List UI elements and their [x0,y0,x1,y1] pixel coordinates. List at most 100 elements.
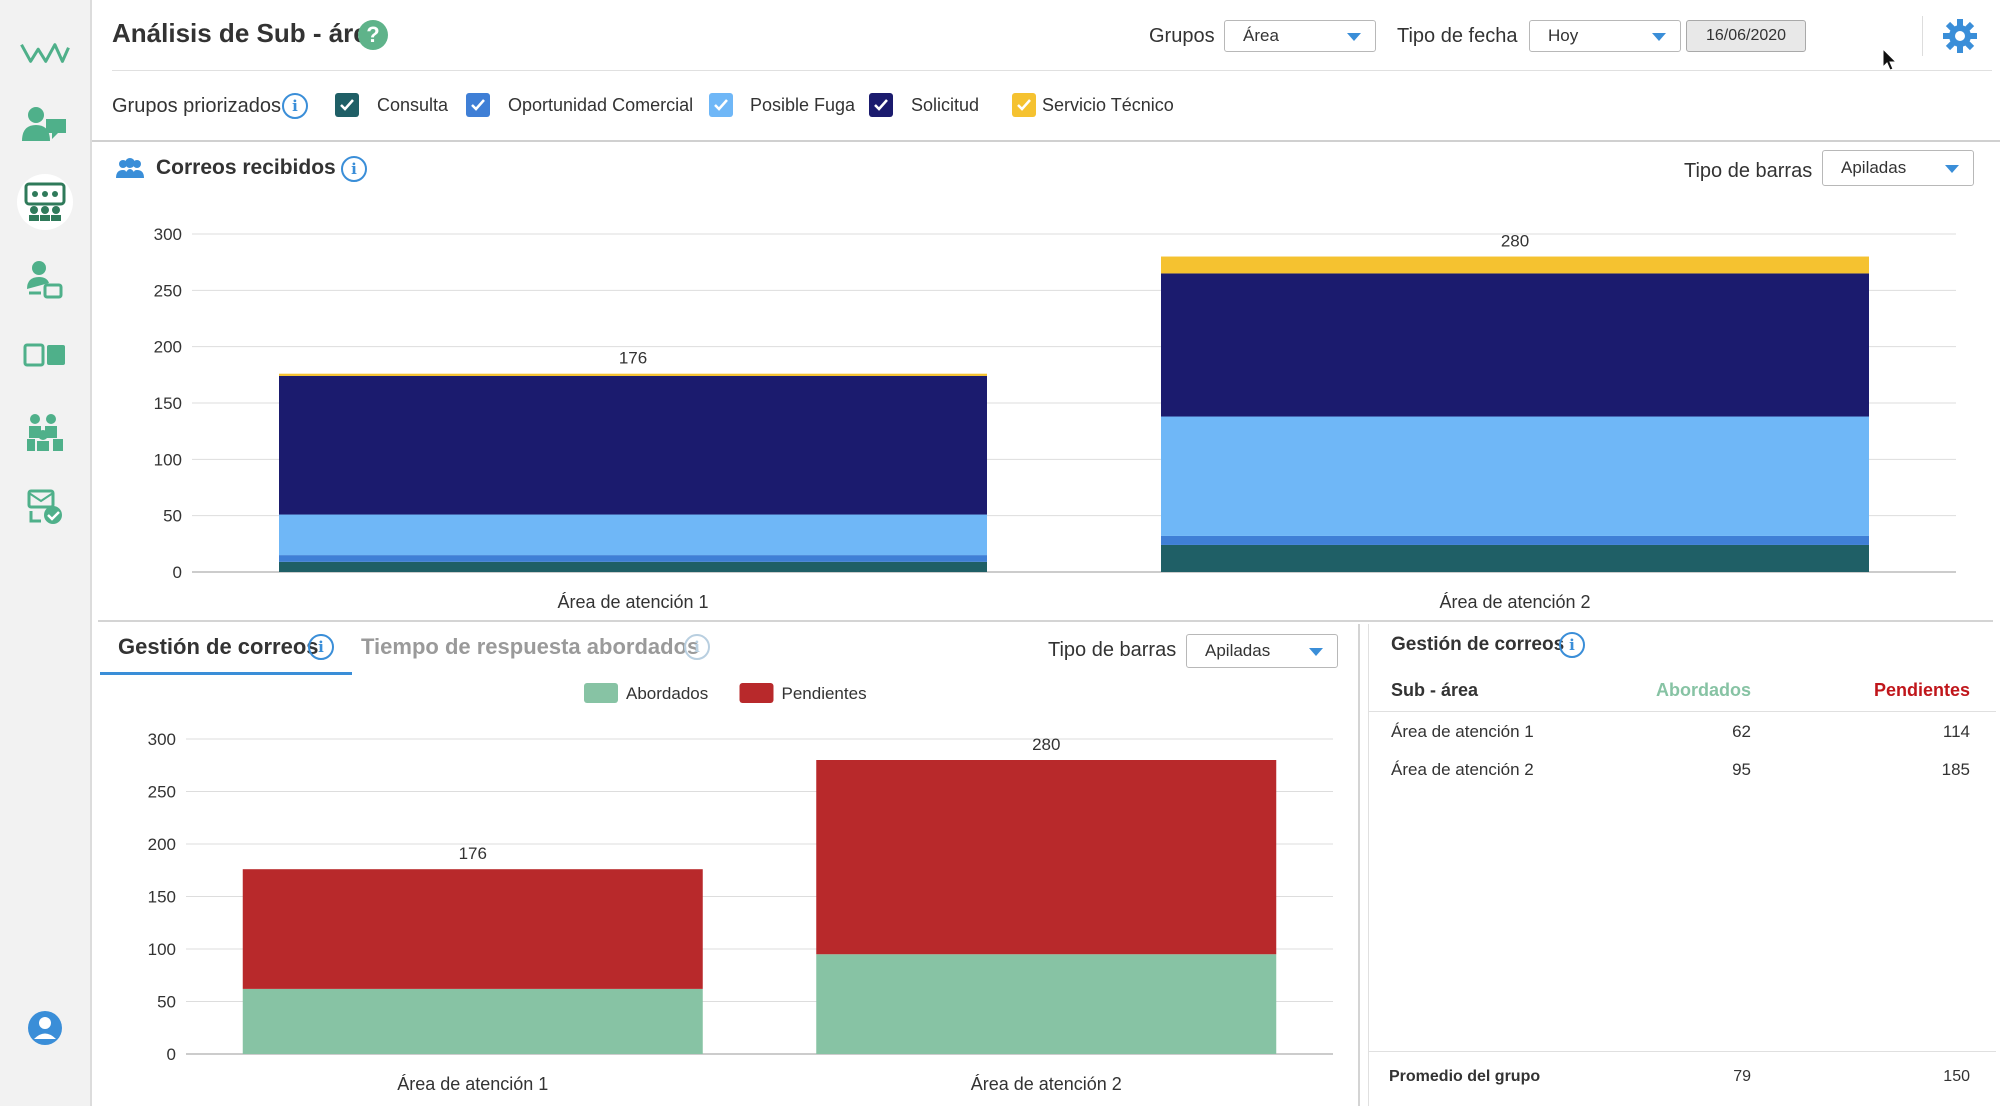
email-management-table-panel: Gestión de correos i Sub - área Abordado… [1368,624,1996,1106]
bar-segment [242,988,703,1054]
chevron-down-icon [1309,648,1323,656]
bar-type-select-value: Apiladas [1205,641,1271,660]
bar-segment [816,954,1277,1054]
footer-abordados: 79 [1733,1068,1751,1085]
chevron-down-icon [1347,33,1361,41]
checkbox-posible-fuga-label: Posible Fuga [750,95,856,115]
bar-segment [816,760,1277,955]
bar-segment [242,869,703,989]
y-tick-label: 50 [157,993,176,1012]
email-management-chart-panel: Gestión de correos i Tiempo de respuesta… [98,624,1360,1106]
tab-email-management[interactable]: Gestión de correos [118,634,319,659]
bar-type-label: Tipo de barras [1048,639,1177,661]
x-category-label: Área de atención 2 [971,1074,1122,1094]
y-tick-label: 0 [173,563,182,582]
bar-total-label: 280 [1501,232,1529,251]
bar-segment [1161,256,1869,274]
y-tick-label: 200 [148,835,176,854]
legend-label: Abordados [626,684,708,703]
info-icon[interactable]: i [684,634,710,660]
header-divider [112,70,1992,71]
help-icon[interactable]: ? [358,20,388,50]
checkbox-solicitud[interactable] [869,93,893,117]
row-subarea: Área de atención 1 [1391,722,1534,741]
checkbox-posible-fuga[interactable] [709,93,733,117]
x-category-label: Área de atención 1 [557,592,708,612]
y-tick-label: 200 [154,338,182,357]
y-tick-label: 250 [148,783,176,802]
email-management-chart: 0 50 100 150 200 250 300 176 Área de atención 1 2… [148,683,1333,1094]
users-chat-icon[interactable] [20,100,70,150]
chevron-down-icon [1652,33,1666,41]
table-header-subarea: Sub - área [1391,680,1479,700]
info-icon[interactable]: i [341,156,367,182]
info-icon[interactable]: i [282,93,308,119]
bar-segment [1161,273,1869,417]
bar-total-label: 280 [1032,735,1060,754]
row-subarea: Área de atención 2 [1391,760,1534,779]
date-field[interactable]: 16/06/2020 [1686,20,1806,52]
wm-logo[interactable] [20,28,70,78]
table-footer-divider [1369,1051,1996,1052]
checkbox-consulta[interactable] [335,93,359,117]
bar-segment [1161,544,1869,572]
header: Análisis de Sub - área ? Grupos Área Tip… [92,0,2000,142]
checkbox-servicio-tecnico-label: Servicio Técnico [1042,95,1174,115]
checkbox-servicio-tecnico[interactable] [1012,93,1036,117]
bar-segment [279,375,987,515]
received-emails-panel: Correos recibidos i Tipo de barras Apila… [98,144,1993,622]
bar-segment [279,555,987,562]
user-transfer-icon[interactable] [20,254,70,304]
table-header-abordados: Abordados [1655,680,1751,700]
chevron-down-icon [1945,165,1959,173]
date-type-label: Tipo de fecha [1397,25,1518,47]
bar-type-select[interactable]: Apiladas [1822,150,1974,186]
legend-swatch [739,683,774,703]
header-separator [1922,16,1923,56]
checkbox-solicitud-label: Solicitud [911,95,980,115]
bar-total-label: 176 [459,844,487,863]
user-profile-icon[interactable] [20,1003,70,1053]
toggle-view-icon[interactable] [20,330,70,380]
y-tick-label: 100 [148,940,176,959]
bar-type-label: Tipo de barras [1684,160,1813,182]
x-category-label: Área de atención 1 [397,1074,548,1094]
checkbox-consulta-label: Consulta [377,95,449,115]
bar-segment [279,561,987,572]
checkbox-oportunidad-comercial[interactable] [466,93,490,117]
groups-icon[interactable] [20,406,70,456]
y-tick-label: 300 [154,225,182,244]
tab-response-time[interactable]: Tiempo de respuesta abordados [361,634,700,659]
legend-label: Pendientes [782,684,867,703]
y-tick-label: 150 [154,394,182,413]
info-icon[interactable]: i [308,634,334,660]
gear-icon[interactable] [1942,18,1978,59]
info-icon[interactable]: i [1559,632,1585,658]
bar-total-label: 176 [619,349,647,368]
groups-select[interactable]: Área [1224,20,1376,52]
bar-type-select-value: Apiladas [1841,158,1907,177]
groups-select-value: Área [1243,26,1279,45]
team-dashboard-icon[interactable] [17,174,73,230]
y-tick-label: 50 [163,507,182,526]
bar-segment [279,514,987,556]
y-tick-label: 100 [154,450,182,469]
bar-segment [1161,535,1869,545]
received-emails-title: Correos recibidos [156,156,336,179]
sidebar [0,0,92,1106]
date-type-select[interactable]: Hoy [1529,20,1681,52]
row-pendientes: 114 [1942,722,1970,741]
table-header-divider [1369,711,1996,712]
people-icon [116,158,144,185]
footer-label: Promedio del grupo [1389,1068,1541,1085]
mouse-cursor-icon [1882,47,1898,77]
mail-check-icon[interactable] [20,482,70,532]
checkbox-oportunidad-comercial-label: Oportunidad Comercial [508,95,694,115]
row-abordados: 62 [1732,722,1751,741]
received-emails-chart: 0 50 100 150 200 250 300 176 Área de atención 1 2… [154,225,1956,612]
legend-swatch [584,683,618,703]
bar-segment [1161,416,1869,536]
row-abordados: 95 [1732,760,1751,779]
x-category-label: Área de atención 2 [1439,592,1590,612]
bar-type-select[interactable]: Apiladas [1186,634,1338,668]
